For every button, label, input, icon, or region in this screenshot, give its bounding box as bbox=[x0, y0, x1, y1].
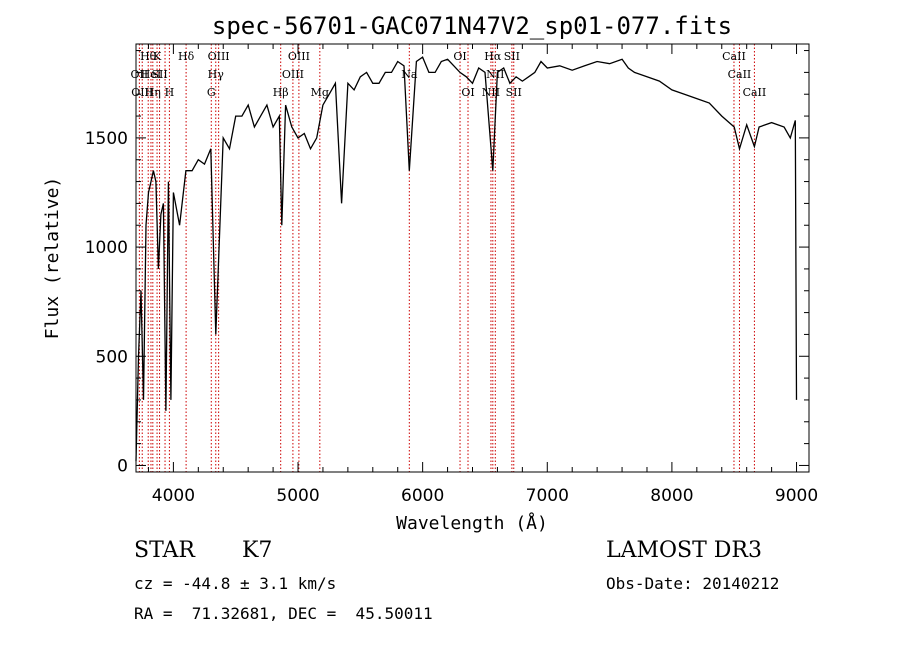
line-label-1: OIII bbox=[131, 86, 153, 99]
redshift-readout: cz = -44.8 ± 3.1 km/s bbox=[134, 574, 337, 593]
y-tick-label: 500 bbox=[96, 347, 128, 367]
chart-title: spec-56701-GAC071N47V2_sp01-077.fits bbox=[212, 12, 732, 40]
y-axis-label: Flux (relative) bbox=[42, 177, 63, 340]
y-tick-label: 0 bbox=[117, 456, 128, 476]
y-tick-label: 1000 bbox=[85, 238, 128, 258]
y-tick-label: 1500 bbox=[85, 129, 128, 149]
line-label-21: Hα bbox=[484, 50, 502, 63]
line-label-24: SII bbox=[506, 86, 522, 99]
line-label-9: Hδ bbox=[178, 50, 195, 63]
plot-frame bbox=[135, 43, 810, 473]
x-tick-label: 9000 bbox=[775, 486, 818, 506]
x-tick-label: 7000 bbox=[526, 486, 569, 506]
line-label-4: Hη bbox=[145, 86, 161, 99]
observation-date: Obs-Date: 20140212 bbox=[606, 574, 780, 593]
spectral-line-markers bbox=[138, 44, 755, 472]
line-label-10: Hγ bbox=[208, 68, 225, 81]
line-label-0: OII bbox=[131, 68, 149, 81]
x-tick-label: 4000 bbox=[152, 486, 195, 506]
spectral-line-labels: OII OIII Hθ HeI Hη K SII H Hδ Hγ OIII G Hβ OIII OIII Mg… bbox=[131, 50, 767, 99]
object-class: STAR bbox=[134, 538, 195, 563]
line-label-17: Na bbox=[401, 68, 418, 81]
line-label-6: SII bbox=[151, 68, 167, 81]
line-label-11: OIII bbox=[208, 50, 230, 63]
line-label-27: CaII bbox=[743, 86, 767, 99]
line-label-19: OI bbox=[461, 86, 474, 99]
coordinates-readout: RA = 71.32681, DEC = 45.50011 bbox=[134, 604, 433, 623]
x-axis-ticks: 4000 5000 6000 7000 8000 9000 bbox=[147, 44, 818, 506]
line-label-18: OI bbox=[453, 50, 466, 63]
line-label-23: SII bbox=[504, 50, 520, 63]
object-subclass: K7 bbox=[242, 538, 273, 563]
y-axis-ticks: 0 500 1000 1500 bbox=[85, 50, 809, 476]
line-label-14: OIII bbox=[282, 68, 304, 81]
line-label-5: K bbox=[153, 50, 162, 63]
x-tick-label: 5000 bbox=[276, 486, 319, 506]
line-label-25: CaII bbox=[722, 50, 746, 63]
spectrum-series-line bbox=[135, 56, 798, 462]
line-label-26: CaII bbox=[728, 68, 752, 81]
line-label-16: Mg bbox=[311, 86, 329, 99]
line-label-8: H bbox=[165, 86, 175, 99]
survey-name: LAMOST DR3 bbox=[606, 538, 762, 563]
x-tick-label: 8000 bbox=[650, 486, 693, 506]
line-label-15: OIII bbox=[288, 50, 310, 63]
line-label-12: G bbox=[207, 86, 216, 99]
line-label-2: Hθ bbox=[140, 50, 157, 63]
line-label-13: Hβ bbox=[273, 86, 289, 99]
x-axis-label: Wavelength (Å) bbox=[396, 512, 548, 534]
line-label-3: HeI bbox=[141, 68, 161, 81]
line-label-20: NII bbox=[482, 86, 500, 99]
x-tick-label: 6000 bbox=[401, 486, 444, 506]
